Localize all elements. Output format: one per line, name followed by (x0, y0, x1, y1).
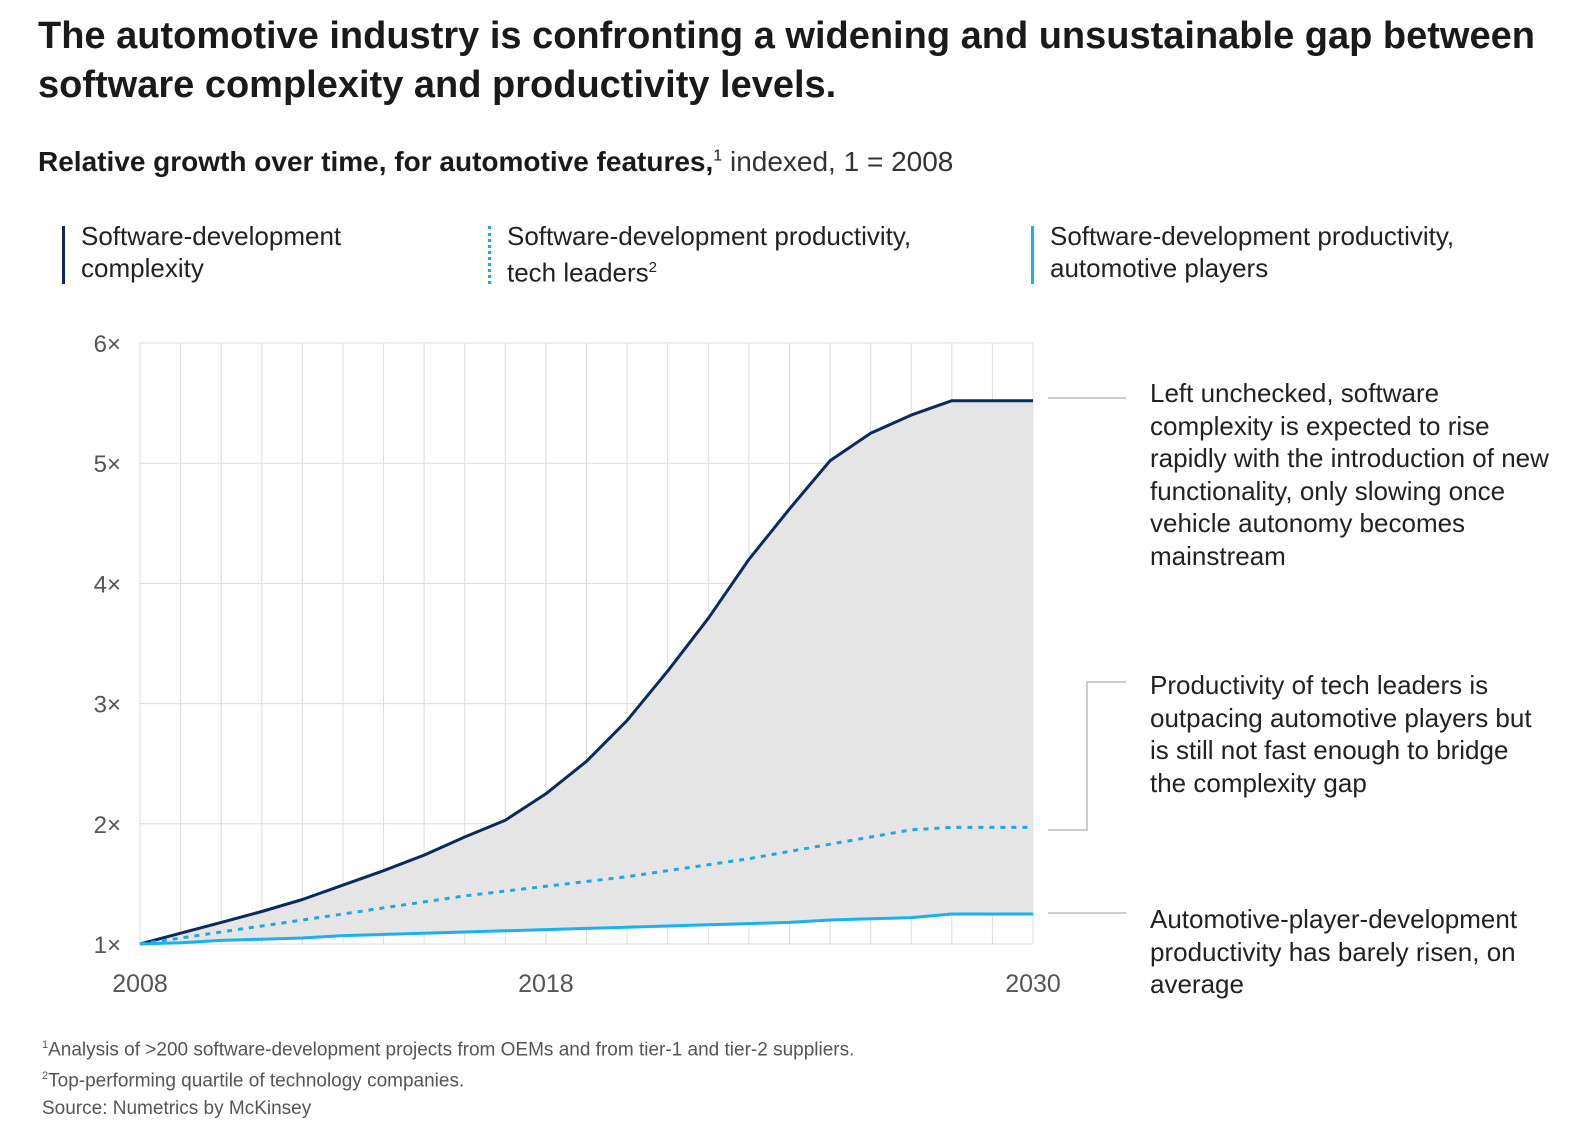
footnote-2-text: Top-performing quartile of technology co… (48, 1070, 465, 1092)
footnote-source: Source: Numetrics by McKinsey (42, 1097, 312, 1119)
legend-item-tech-leaders: Software-development productivity, tech … (488, 220, 911, 289)
legend-label: Software-development complexity (81, 220, 341, 284)
legend-swatch-dotted (488, 226, 491, 284)
footnote-2: 2Top-performing quartile of technology c… (42, 1063, 854, 1094)
chart-title: The automotive industry is confronting a… (38, 15, 1535, 106)
subtitle-rest: indexed, 1 = 2008 (722, 146, 954, 177)
legend-swatch-solid-dark (62, 226, 65, 284)
legend-label-line1: Software-development productivity, (507, 221, 912, 251)
legend-label-line2: automotive players (1050, 253, 1269, 283)
y-tick-label: 4× (94, 571, 121, 598)
x-tick-label: 2008 (112, 970, 168, 998)
legend-swatch-solid-light (1031, 226, 1034, 284)
legend-footnote-marker: 2 (648, 259, 657, 276)
series-line-tech-leaders (139, 825, 1033, 946)
legend-item-automotive: Software-development productivity, autom… (1031, 220, 1454, 284)
legend-label-line1: Software-development (81, 221, 342, 251)
complexity-gap-area (140, 400, 1033, 944)
legend-item-complexity: Software-development complexity (62, 220, 341, 284)
leader-line-tech-leaders (1048, 681, 1126, 831)
footnote-2-marker: 2 (42, 1070, 49, 1083)
y-tick-label: 6× (94, 331, 121, 358)
footnote-1-text: Analysis of >200 software-development pr… (48, 1039, 855, 1061)
y-tick-label: 5× (94, 451, 121, 478)
y-tick-label: 1× (94, 932, 121, 959)
annotation-automotive: Automotive-player-development productivi… (1150, 904, 1518, 999)
legend-label: Software-development productivity, autom… (1050, 220, 1454, 284)
annotation-complexity: Left unchecked, software complexity is e… (1150, 378, 1549, 571)
footnote-1: 1Analysis of >200 software-development p… (42, 1032, 854, 1063)
legend-label: Software-development productivity, tech … (507, 220, 911, 289)
y-tick-label: 2× (94, 812, 121, 839)
subtitle-footnote-marker: 1 (713, 147, 723, 165)
y-tick-label: 3× (94, 692, 121, 719)
subtitle-bold: Relative growth over time, for automotiv… (38, 146, 714, 177)
annotation-tech-leaders: Productivity of tech leaders is outpacin… (1150, 670, 1532, 798)
footnotes: 1Analysis of >200 software-development p… (42, 1032, 854, 1122)
legend-label-line2-text: tech leaders (507, 257, 649, 288)
legend-label-line1: Software-development productivity, (1050, 221, 1455, 251)
legend-label-line2: tech leaders2 (507, 252, 911, 289)
axis-layer: 1× 2× 3× 4× 5× 6× 2008 2018 2030 (94, 331, 1061, 998)
x-tick-label: 2018 (518, 970, 574, 998)
footnote-1-marker: 1 (42, 1039, 49, 1051)
series-layer (139, 399, 1033, 946)
series-line-automotive (139, 912, 1033, 946)
legend-label-line2: complexity (81, 253, 204, 283)
annotation-leaders (1048, 397, 1126, 914)
chart-subtitle: Relative growth over time, for automotiv… (38, 146, 953, 178)
x-tick-label: 2030 (1005, 970, 1061, 998)
grid-layer (139, 342, 1034, 945)
series-line-complexity (139, 399, 1033, 946)
